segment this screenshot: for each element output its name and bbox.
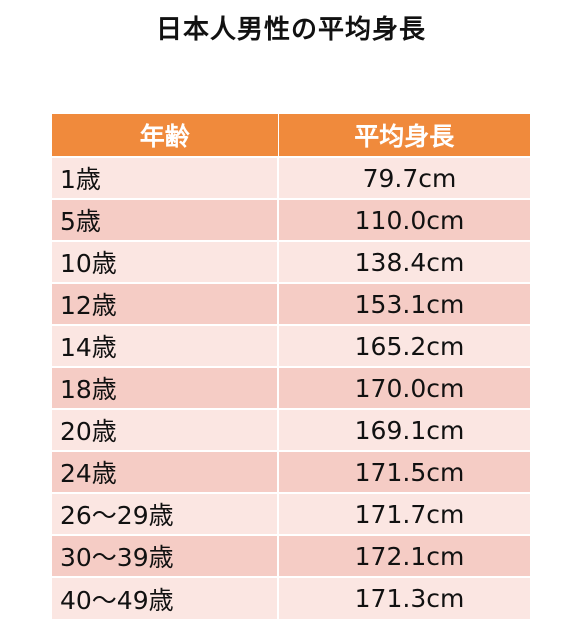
age-cell: 18歳 [52,366,279,409]
table-header-row: 年齢 平均身長 [52,114,530,157]
table-row: 40～49歳 171.3cm [52,576,530,619]
table-row: 24歳 171.5cm [52,450,530,493]
age-cell: 26～29歳 [52,492,279,535]
age-cell: 30～39歳 [52,534,279,577]
height-cell: 165.2cm [278,324,530,367]
height-cell: 171.7cm [278,492,530,535]
age-cell: 14歳 [52,324,279,367]
column-header-height: 平均身長 [278,114,530,157]
table-row: 30～39歳 172.1cm [52,534,530,577]
age-cell: 1歳 [52,156,279,199]
height-cell: 171.3cm [278,576,530,619]
age-cell: 5歳 [52,198,279,241]
height-cell: 169.1cm [278,408,530,451]
table-row: 12歳 153.1cm [52,282,530,325]
height-cell: 79.7cm [278,156,530,199]
table-row: 10歳 138.4cm [52,240,530,283]
height-cell: 170.0cm [278,366,530,409]
height-cell: 110.0cm [278,198,530,241]
table-body: 1歳 79.7cm 5歳 110.0cm 10歳 138.4cm 12歳 153.1cm 14歳… [52,156,530,619]
table-row: 5歳 110.0cm [52,198,530,241]
age-cell: 20歳 [52,408,279,451]
table-row: 14歳 165.2cm [52,324,530,367]
age-cell: 12歳 [52,282,279,325]
age-cell: 40～49歳 [52,576,279,619]
age-cell: 24歳 [52,450,279,493]
age-cell: 10歳 [52,240,279,283]
page-title: 日本人男性の平均身長 [155,15,426,45]
table-row: 26～29歳 171.7cm [52,492,530,535]
height-cell: 172.1cm [278,534,530,577]
table-row: 18歳 170.0cm [52,366,530,409]
height-cell: 171.5cm [278,450,530,493]
height-cell: 138.4cm [278,240,530,283]
column-header-age: 年齢 [52,114,279,157]
table-row: 20歳 169.1cm [52,408,530,451]
average-height-table: 年齢 平均身長 1歳 79.7cm 5歳 110.0cm 10歳 138.4cm 12歳 15… [52,114,530,619]
table-row: 1歳 79.7cm [52,156,530,199]
height-cell: 153.1cm [278,282,530,325]
